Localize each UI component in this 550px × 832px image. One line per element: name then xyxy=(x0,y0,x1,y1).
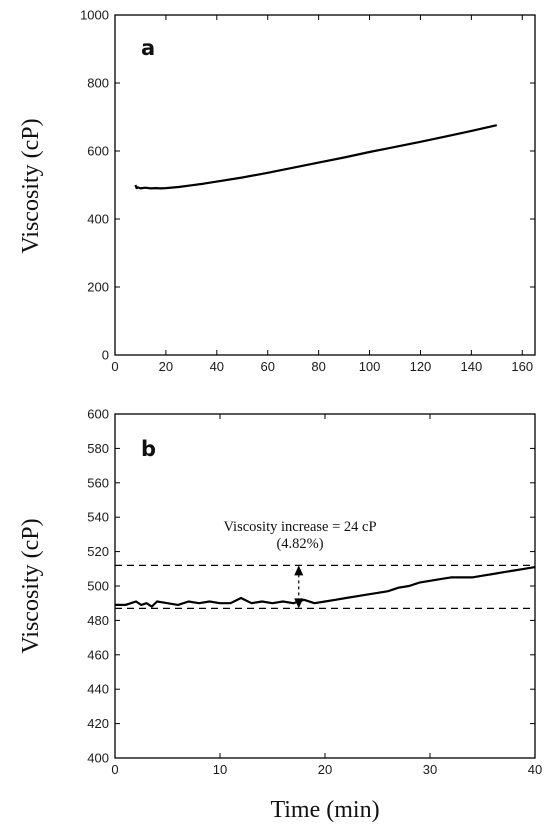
panel-a-y-tick-label: 800 xyxy=(87,76,109,91)
panel-a-chart: 0 20 40 60 80 100 120 140 160 0 200 400 600 800 1000 xyxy=(80,8,536,374)
panel-b-y-tick-label: 400 xyxy=(87,751,109,766)
panel-a-x-tick-label: 20 xyxy=(159,359,173,374)
panel-b-x-axis-title: Time (min) xyxy=(270,797,379,823)
panel-b-y-tick-label: 460 xyxy=(87,647,109,662)
panel-a-x-tick-label: 80 xyxy=(311,359,325,374)
panel-b-y-tick-label: 440 xyxy=(87,682,109,697)
panel-a-plot-frame xyxy=(114,14,536,356)
panel-a-x-tick-label: 160 xyxy=(511,359,533,374)
panel-a-label: a xyxy=(141,36,155,60)
panel-a-y-axis-title: Viscosity (cP) xyxy=(18,118,44,253)
panel-a-y-tick-label: 1000 xyxy=(80,8,109,23)
panel-b-annotation-text: Viscosity increase = 24 cP xyxy=(223,519,376,535)
panel-b-chart: 0 10 20 30 40 400 420 440 460 480 500 520 540 560 580 6… xyxy=(87,407,542,778)
panel-a-y-tick-label: 400 xyxy=(87,212,109,227)
panel-b-annotation-arrow-head-down xyxy=(294,598,304,609)
panel-b-x-tick-label: 20 xyxy=(318,762,332,777)
panel-b-y-tick-label: 420 xyxy=(87,716,109,731)
panel-a-y-tick-label: 200 xyxy=(87,280,109,295)
panel-b-y-tick-label: 520 xyxy=(87,544,109,559)
panel-b-y-tick-label: 560 xyxy=(87,475,109,490)
panel-a-y-tick-label: 0 xyxy=(102,348,109,363)
panel-a-x-tick-label: 60 xyxy=(260,359,274,374)
panel-a-x-tick-label: 0 xyxy=(111,359,118,374)
panel-b-y-tick-label: 480 xyxy=(87,613,109,628)
panel-a-x-tick-label: 100 xyxy=(359,359,381,374)
panel-b-annotation-percent: (4.82%) xyxy=(276,536,323,552)
panel-b-plot-frame xyxy=(114,413,536,759)
panel-a-data-line xyxy=(134,124,498,190)
panel-b-x-tick-label: 0 xyxy=(111,762,118,777)
panel-b-y-axis-title: Viscosity (cP) xyxy=(18,518,44,653)
panel-a-x-tick-label: 40 xyxy=(210,359,224,374)
panel-b-y-tick-label: 500 xyxy=(87,579,109,594)
panel-b-data-line xyxy=(115,566,536,608)
panel-b-annotation-arrow-head-up xyxy=(294,565,304,576)
panel-b-x-tick-label: 30 xyxy=(423,762,437,777)
panel-b-y-tick-label: 540 xyxy=(87,510,109,525)
panel-a-x-tick-label: 120 xyxy=(410,359,432,374)
panel-b-y-tick-label: 600 xyxy=(87,407,109,422)
panel-b-label: b xyxy=(141,437,156,461)
panel-a-y-tick-label: 600 xyxy=(87,144,109,159)
panel-b-x-tick-label: 40 xyxy=(528,762,542,777)
panel-a-x-tick-label: 140 xyxy=(461,359,483,374)
panel-b-x-tick-label: 10 xyxy=(213,762,227,777)
panel-b-y-tick-label: 580 xyxy=(87,441,109,456)
